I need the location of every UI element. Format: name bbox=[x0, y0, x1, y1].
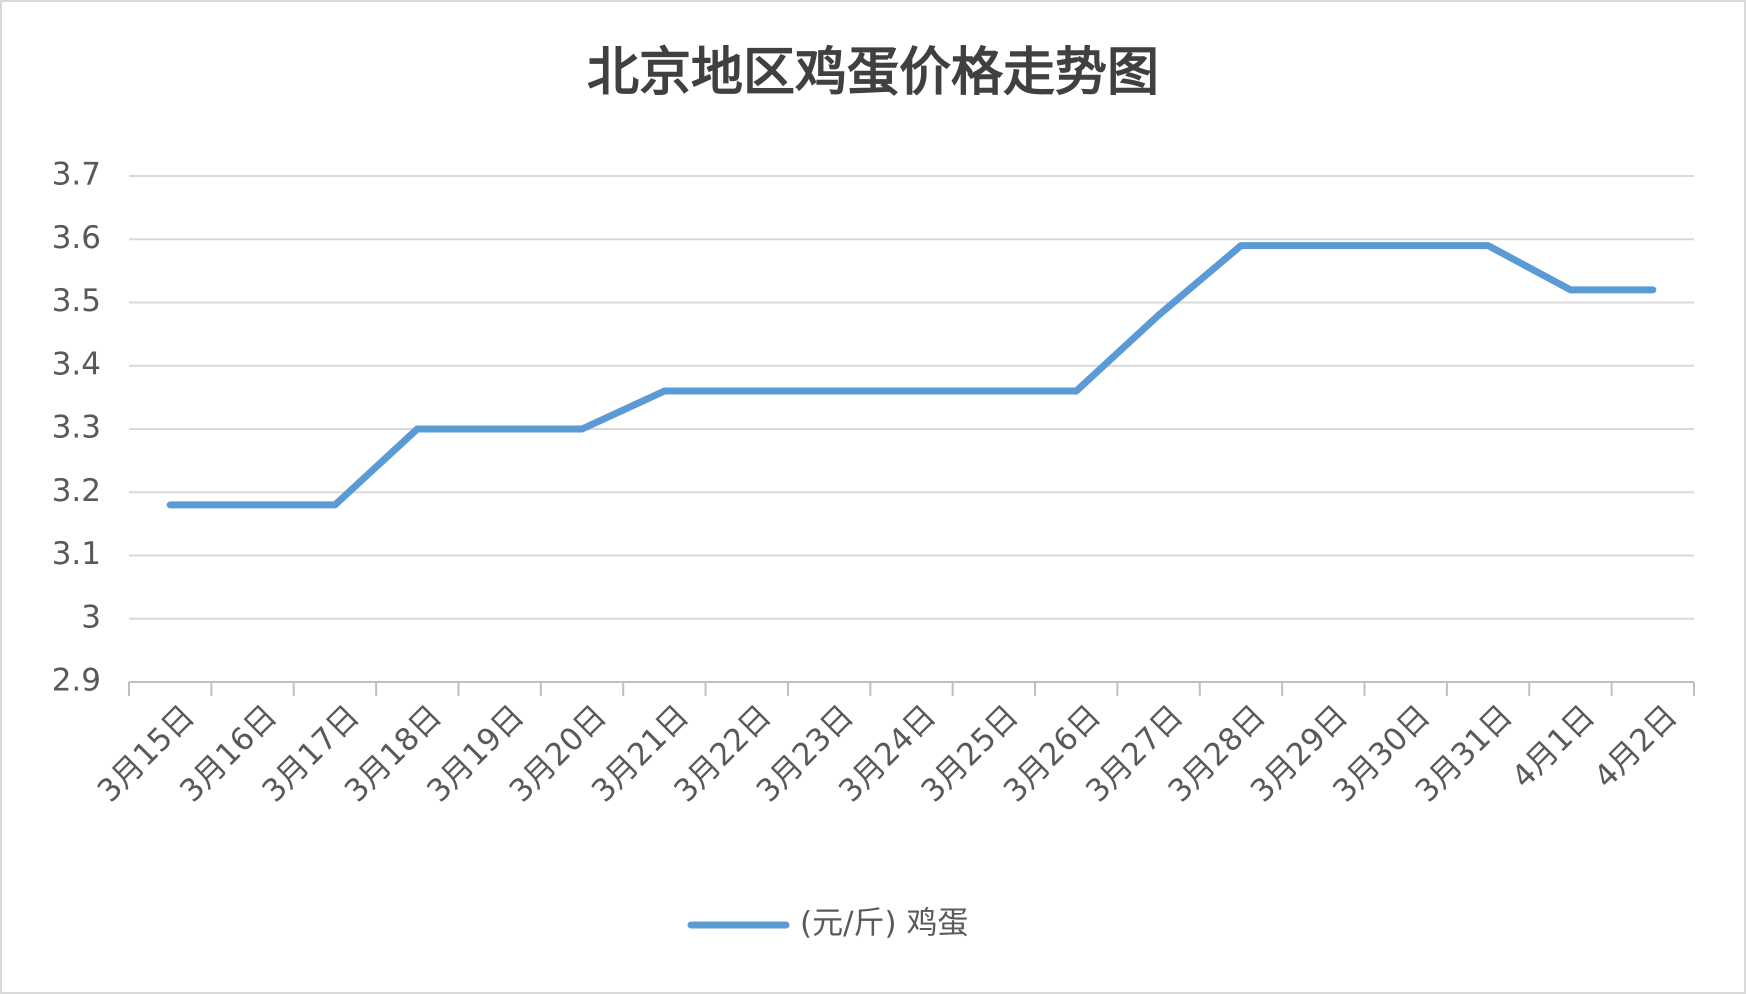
data-line bbox=[166, 242, 1657, 509]
chart-title: 北京地区鸡蛋价格走势图 bbox=[587, 43, 1159, 103]
y-tick-label: 3.1 bbox=[52, 536, 101, 572]
y-tick-label: 3 bbox=[81, 599, 101, 635]
y-tick-label: 3.6 bbox=[52, 220, 101, 256]
y-tick-label: 3.3 bbox=[52, 410, 101, 446]
y-tick-label: 3.7 bbox=[52, 157, 101, 193]
legend-label: (元/斤) 鸡蛋 bbox=[800, 906, 969, 942]
y-tick-label: 3.5 bbox=[52, 283, 101, 319]
y-tick-label: 3.4 bbox=[52, 346, 101, 382]
y-tick-label: 2.9 bbox=[52, 663, 101, 699]
y-tick-label: 3.2 bbox=[52, 473, 101, 509]
